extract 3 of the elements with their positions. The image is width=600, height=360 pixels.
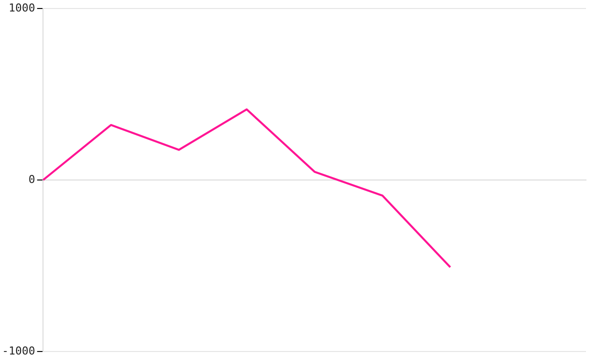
y-tick-label: 0 (28, 172, 36, 186)
y-tick-label: -1000 (2, 344, 36, 358)
y-tick-label: 1000 (8, 1, 36, 14)
